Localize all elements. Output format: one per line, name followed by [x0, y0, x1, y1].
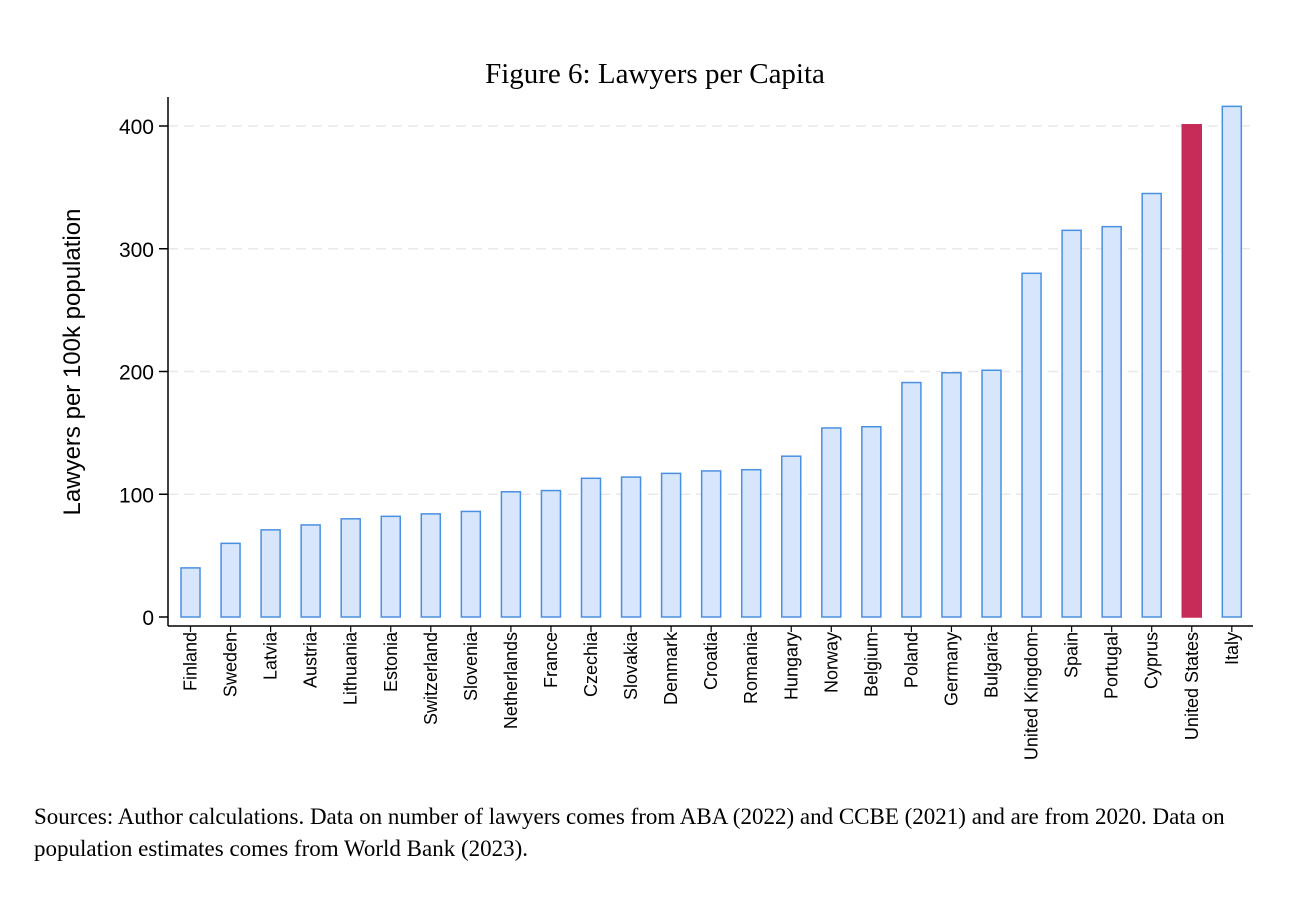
- y-axis-title: Lawyers per 100k population: [59, 209, 86, 516]
- bar-hungary: [781, 455, 802, 618]
- x-category-label: Slovakia: [621, 631, 641, 700]
- x-category-label: United Kingdom: [1022, 632, 1042, 760]
- bar-bulgaria: [981, 369, 1002, 618]
- x-category-label: Switzerland: [421, 632, 441, 725]
- gridlines: [168, 125, 1253, 495]
- bar-denmark: [660, 472, 682, 618]
- bar-croatia: [700, 470, 722, 618]
- x-category-label: Poland: [901, 632, 921, 688]
- x-category-label: Bulgaria: [982, 631, 1002, 698]
- axes: [159, 97, 1253, 632]
- x-category-label: Italy: [1222, 632, 1242, 665]
- bar-belgium: [861, 425, 882, 618]
- x-category-label: Latvia: [261, 631, 281, 680]
- bar-estonia: [380, 515, 401, 618]
- bar-romania: [740, 468, 762, 618]
- bar-austria: [300, 524, 321, 618]
- bar-switzerland: [420, 513, 442, 618]
- y-tick-label: 300: [119, 239, 154, 262]
- x-category-label: Norway: [821, 632, 841, 693]
- bar-sweden: [220, 542, 241, 618]
- x-category-label: Estonia: [381, 631, 401, 692]
- chart-title: Figure 6: Lawyers per Capita: [485, 58, 825, 90]
- x-category-label: Croatia: [701, 631, 721, 690]
- bar-italy: [1221, 105, 1243, 618]
- bar-finland: [180, 567, 201, 618]
- bar-poland: [901, 381, 922, 618]
- x-category-labels: Finland Sweden Latvia Austria Lithuania Eston…: [181, 631, 1242, 760]
- x-category-label: Lithuania: [341, 631, 361, 705]
- bar-netherlands: [500, 491, 522, 618]
- bar-portugal: [1101, 225, 1122, 618]
- x-category-label: Netherlands: [501, 632, 521, 729]
- y-tick-label: 100: [119, 484, 154, 507]
- x-category-label: Belgium: [861, 632, 881, 697]
- bar-norway: [821, 427, 842, 618]
- bar-france: [540, 489, 562, 618]
- x-category-label: Hungary: [781, 632, 801, 700]
- bar-slovakia: [620, 476, 642, 618]
- bar-slovenia: [460, 510, 482, 618]
- bar-united-kingdom: [1021, 272, 1042, 618]
- x-category-label: France: [541, 632, 561, 688]
- source-note: Sources: Author calculations. Data on nu…: [34, 804, 1225, 861]
- x-category-label: Spain: [1062, 632, 1082, 678]
- x-category-label: Sweden: [221, 632, 241, 697]
- x-category-label: Cyprus: [1142, 632, 1162, 689]
- x-category-label: Germany: [941, 632, 961, 706]
- x-category-label: Austria: [301, 631, 321, 688]
- bar-cyprus: [1141, 192, 1162, 618]
- x-category-label: Portugal: [1102, 632, 1122, 699]
- bar-united-states: [1181, 124, 1202, 618]
- bar-czechia: [580, 477, 602, 618]
- y-tick-labels: 0 100 200 300 400: [119, 116, 154, 630]
- bars: [180, 105, 1243, 618]
- bar-latvia: [260, 529, 281, 618]
- bar-germany: [941, 371, 962, 618]
- x-category-label: Czechia: [581, 631, 601, 697]
- y-tick-label: 200: [119, 362, 154, 385]
- x-category-label: Romania: [741, 631, 761, 704]
- x-category-label: Denmark: [661, 631, 681, 705]
- y-tick-label: 400: [119, 116, 154, 139]
- x-category-label: United States: [1182, 632, 1202, 740]
- bar-lithuania: [340, 518, 361, 618]
- x-category-label: Finland: [181, 632, 201, 691]
- x-category-label: Slovenia: [461, 631, 481, 701]
- bar-spain: [1061, 229, 1082, 618]
- y-tick-label: 0: [142, 607, 154, 630]
